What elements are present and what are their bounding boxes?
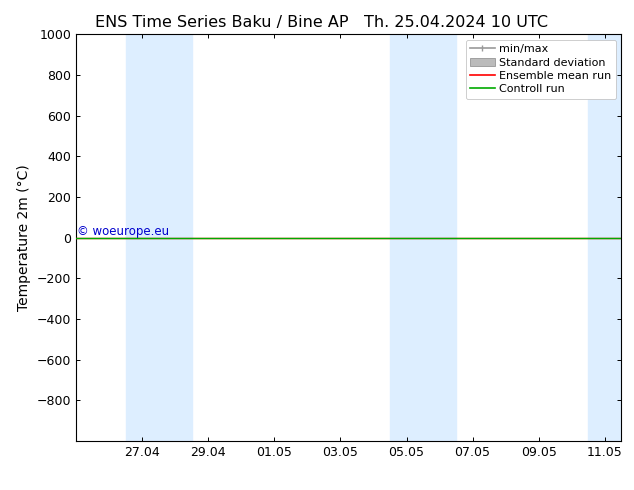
Legend: min/max, Standard deviation, Ensemble mean run, Controll run: min/max, Standard deviation, Ensemble me… xyxy=(466,40,616,99)
Bar xyxy=(126,34,191,441)
Text: © woeurope.eu: © woeurope.eu xyxy=(77,224,169,238)
Bar xyxy=(390,34,456,441)
Bar xyxy=(588,34,621,441)
Y-axis label: Temperature 2m (°C): Temperature 2m (°C) xyxy=(17,164,31,311)
Text: ENS Time Series Baku / Bine AP: ENS Time Series Baku / Bine AP xyxy=(95,15,349,30)
Text: Th. 25.04.2024 10 UTC: Th. 25.04.2024 10 UTC xyxy=(365,15,548,30)
